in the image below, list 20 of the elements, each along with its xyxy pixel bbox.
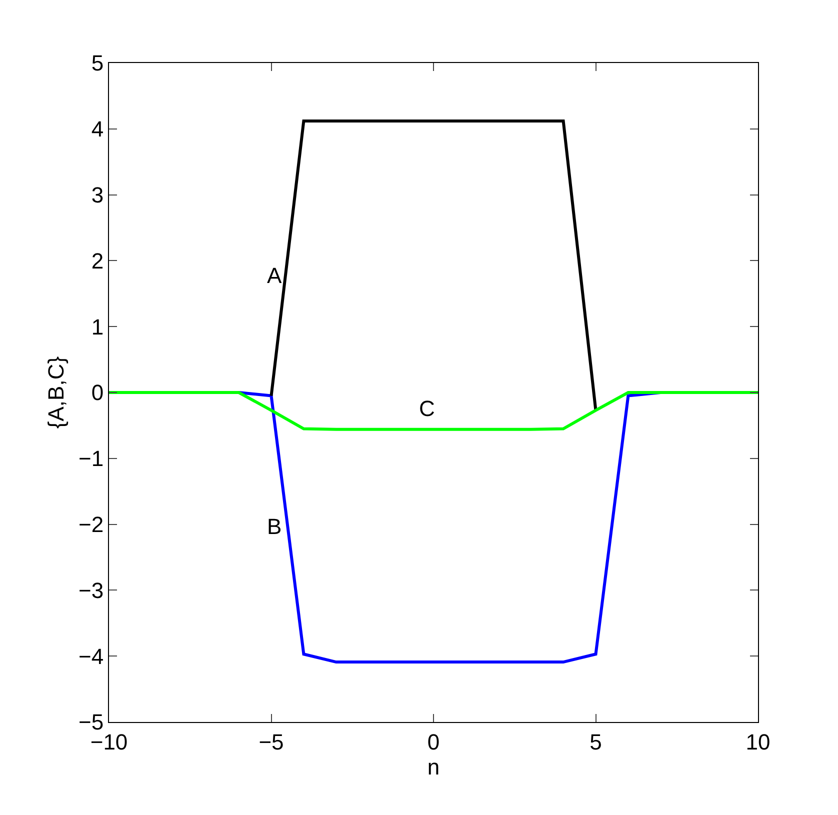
x-tick-label: 5 xyxy=(590,729,602,754)
y-tick-label: 3 xyxy=(91,182,104,208)
y-tick-label: 2 xyxy=(91,248,104,274)
y-tick-label: −2 xyxy=(78,512,104,537)
series-label: C xyxy=(419,396,435,421)
x-axis-title: n xyxy=(427,754,440,780)
y-tick-label: −3 xyxy=(78,578,104,603)
y-tick-label: 5 xyxy=(91,50,104,76)
y-tick-label: 0 xyxy=(91,380,104,406)
x-tick-label: −5 xyxy=(258,729,284,754)
y-axis-title: {A,B,C} xyxy=(43,356,68,429)
y-tick-label: −4 xyxy=(78,644,104,669)
y-tick-label: 4 xyxy=(91,116,104,142)
series-label: A xyxy=(267,263,282,288)
line-series xyxy=(109,391,758,431)
y-tick-label: 1 xyxy=(91,314,104,340)
series-label: B xyxy=(267,514,282,539)
x-tick-label: 10 xyxy=(746,729,770,754)
y-tick-label: −1 xyxy=(78,446,104,472)
x-tick-label: 0 xyxy=(427,729,440,754)
